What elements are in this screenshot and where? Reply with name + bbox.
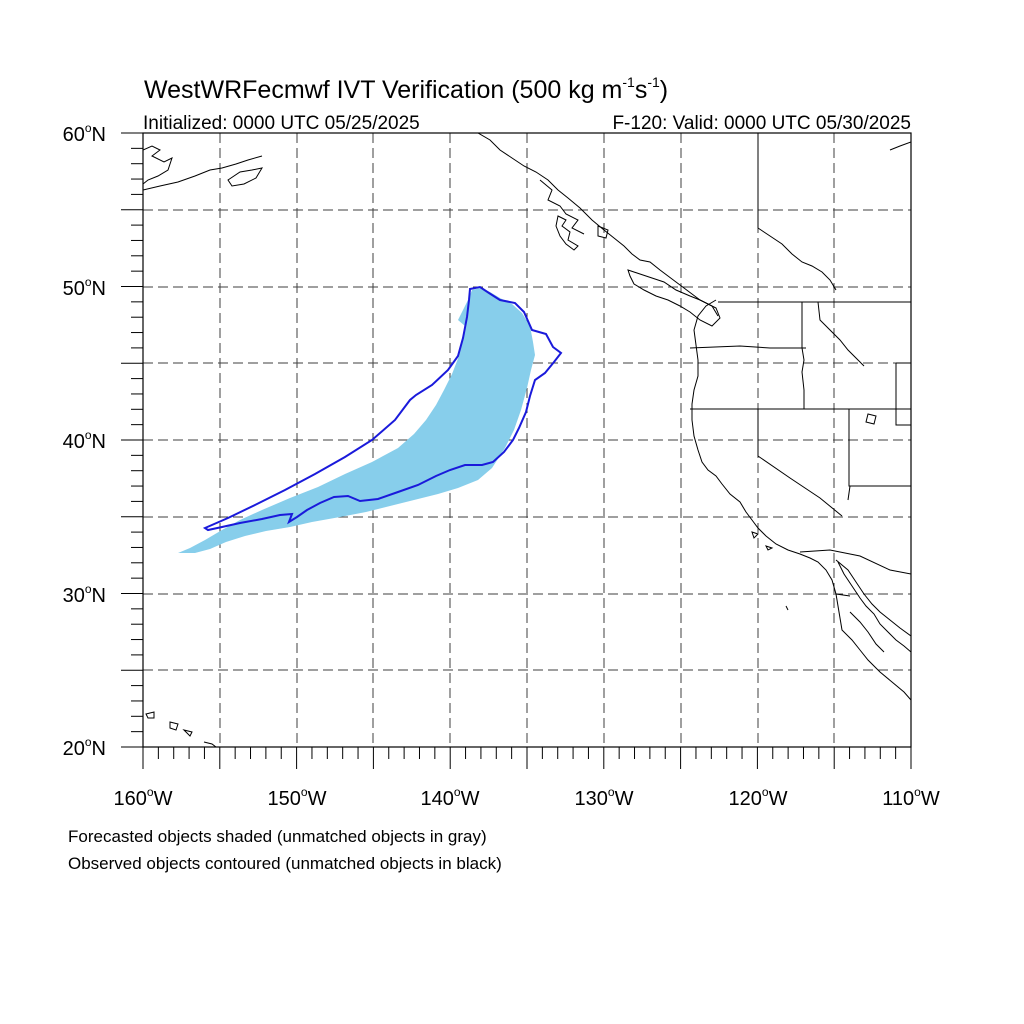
graticule-grid xyxy=(143,133,911,747)
lat-label: 40oN xyxy=(63,428,106,453)
lat-label: 60oN xyxy=(63,121,106,146)
init-time-label: Initialized: 0000 UTC 05/25/2025 xyxy=(143,113,420,134)
lon-label: 110oW xyxy=(882,785,940,810)
legend-forecast-note: Forecasted objects shaded (unmatched obj… xyxy=(68,827,487,846)
lon-label: 130oW xyxy=(575,785,634,810)
lon-label: 120oW xyxy=(729,785,788,810)
lat-label: 20oN xyxy=(63,735,106,760)
lon-label: 140oW xyxy=(421,785,480,810)
tick-marks xyxy=(121,132,912,769)
forecast-ivt-object xyxy=(178,288,535,553)
map-title: WestWRFecmwf IVT Verification (500 kg m-… xyxy=(144,74,668,104)
lon-label: 160oW xyxy=(114,785,173,810)
legend-observed-note: Observed objects contoured (unmatched ob… xyxy=(68,854,502,873)
valid-time-label: F-120: Valid: 0000 UTC 05/30/2025 xyxy=(612,113,911,134)
latitude-labels: 60oN 50oN 40oN 30oN 20oN xyxy=(63,121,106,760)
lon-label: 150oW xyxy=(268,785,327,810)
map-area xyxy=(121,132,912,769)
longitude-labels: 160oW 150oW 140oW 130oW 120oW 110oW xyxy=(114,785,940,810)
coastlines-borders xyxy=(143,133,911,747)
observed-ivt-contour xyxy=(202,285,563,532)
lat-label: 50oN xyxy=(63,275,106,300)
lat-label: 30oN xyxy=(63,582,106,607)
